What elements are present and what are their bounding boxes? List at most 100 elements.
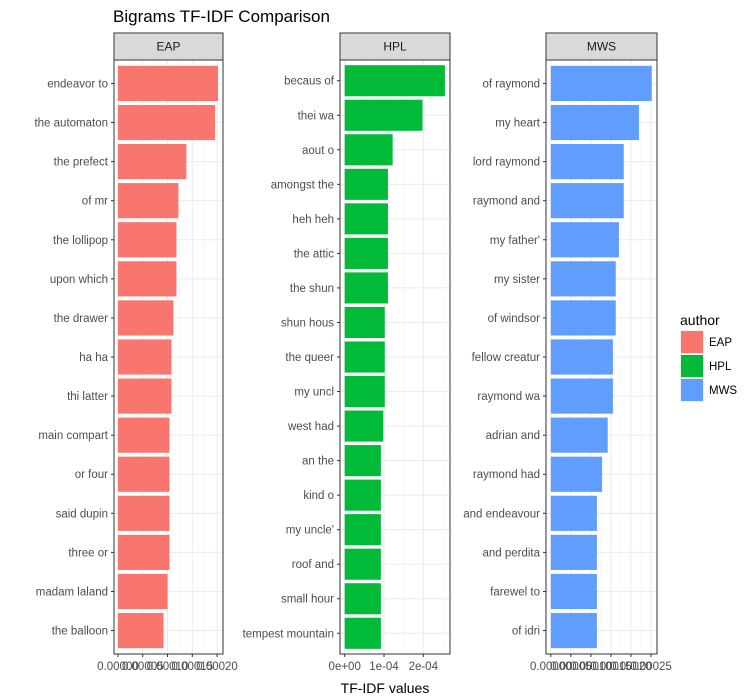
bar bbox=[117, 261, 177, 297]
bar bbox=[550, 183, 624, 219]
facet-strip bbox=[113, 32, 224, 61]
x-tick-label: 1e-04 bbox=[369, 661, 399, 673]
bar bbox=[344, 445, 381, 477]
bar bbox=[344, 583, 381, 615]
facet-strip bbox=[339, 32, 451, 61]
x-tick-label: 0.00015 bbox=[590, 661, 632, 673]
x-tick-label: 0.00010 bbox=[570, 661, 612, 673]
bar bbox=[550, 456, 603, 492]
facet-panel-eap: EAP endeavor to the automaton the prefect of… bbox=[34, 32, 238, 673]
bar bbox=[550, 144, 624, 180]
category-label: the lollipop bbox=[53, 235, 108, 247]
bar bbox=[344, 306, 385, 339]
category-label: of idri bbox=[512, 626, 540, 638]
category-label: my father' bbox=[490, 235, 540, 247]
category-label: roof and bbox=[292, 559, 334, 571]
bar bbox=[344, 514, 381, 546]
category-label: small hour bbox=[281, 594, 334, 606]
bar bbox=[344, 272, 388, 304]
category-label: west had bbox=[287, 421, 334, 433]
legend-label: HPL bbox=[709, 361, 732, 373]
bar bbox=[550, 261, 616, 297]
category-label: kind o bbox=[303, 490, 334, 502]
bar bbox=[117, 104, 216, 141]
facet-strip-label: EAP bbox=[156, 40, 180, 54]
legend-key-eap bbox=[681, 331, 703, 353]
category-label: the prefect bbox=[54, 157, 109, 169]
facet-panels: EAP endeavor to the automaton the prefect of… bbox=[34, 32, 672, 673]
bar bbox=[550, 65, 652, 102]
category-label: my sister bbox=[494, 274, 540, 286]
bar bbox=[344, 548, 381, 580]
bar bbox=[550, 495, 597, 531]
category-label: adrian and bbox=[486, 430, 540, 442]
legend-label: MWS bbox=[709, 385, 737, 397]
facet-strip-label: HPL bbox=[383, 40, 407, 54]
bar bbox=[117, 222, 177, 258]
category-label: my uncl bbox=[294, 387, 334, 399]
bar bbox=[550, 378, 613, 414]
panel-border bbox=[113, 59, 224, 655]
bar bbox=[550, 612, 597, 649]
bar bbox=[344, 237, 388, 269]
legend-key-mws bbox=[681, 379, 703, 401]
category-label: of windsor bbox=[488, 313, 541, 325]
bar bbox=[344, 203, 388, 235]
x-tick-label: 0.00000 bbox=[530, 661, 572, 673]
bar bbox=[344, 341, 385, 373]
bar bbox=[550, 300, 616, 336]
facet-strip-label: MWS bbox=[587, 40, 616, 54]
bar bbox=[117, 300, 174, 336]
legend-label: EAP bbox=[709, 337, 732, 349]
x-tick-label: 0.00020 bbox=[610, 661, 652, 673]
category-label: fellow creatur bbox=[472, 352, 541, 364]
category-label: ha ha bbox=[79, 352, 108, 364]
category-label: said dupin bbox=[56, 508, 108, 520]
bar bbox=[344, 617, 381, 649]
bar bbox=[344, 99, 423, 131]
bar bbox=[117, 144, 187, 180]
category-label: amongst the bbox=[271, 179, 334, 191]
bar bbox=[117, 417, 170, 453]
x-tick-label: 0.00010 bbox=[147, 661, 189, 673]
bar bbox=[344, 65, 445, 97]
bar bbox=[117, 456, 170, 492]
category-label: raymond wa bbox=[477, 391, 540, 403]
category-label: and perdita bbox=[482, 547, 540, 559]
bar bbox=[117, 65, 219, 102]
category-label: the queer bbox=[285, 352, 334, 364]
category-label: upon which bbox=[50, 274, 108, 286]
category-label: or four bbox=[75, 469, 108, 481]
bar bbox=[550, 534, 597, 570]
bar bbox=[117, 183, 179, 219]
category-label: three or bbox=[68, 547, 108, 559]
x-tick-label: 0.00005 bbox=[122, 661, 164, 673]
x-tick-label: 0.00025 bbox=[630, 661, 672, 673]
category-label: shun hous bbox=[281, 317, 334, 329]
bar bbox=[344, 410, 384, 442]
bar bbox=[117, 534, 170, 570]
category-label: becaus of bbox=[284, 76, 335, 88]
category-label: thi latter bbox=[67, 391, 108, 403]
category-label: endeavor to bbox=[47, 78, 108, 90]
category-label: lord raymond bbox=[473, 157, 540, 169]
category-label: the automaton bbox=[34, 118, 108, 130]
category-label: the shun bbox=[290, 283, 334, 295]
bar bbox=[117, 573, 168, 610]
category-label: madam laland bbox=[36, 586, 108, 598]
category-label: tempest mountain bbox=[243, 628, 334, 640]
x-tick-label: 0.00005 bbox=[550, 661, 592, 673]
bar bbox=[550, 417, 608, 453]
panel-border bbox=[545, 59, 658, 655]
bar bbox=[550, 573, 597, 610]
legend: author EAP HPL MWS bbox=[680, 312, 737, 402]
category-label: the balloon bbox=[52, 626, 108, 638]
x-tick-label: 0e+00 bbox=[329, 661, 361, 673]
bar bbox=[344, 168, 388, 200]
bar bbox=[344, 479, 381, 511]
bar bbox=[117, 612, 164, 649]
legend-title: author bbox=[680, 312, 720, 328]
category-label: my heart bbox=[495, 118, 541, 130]
category-label: aout o bbox=[302, 145, 334, 157]
